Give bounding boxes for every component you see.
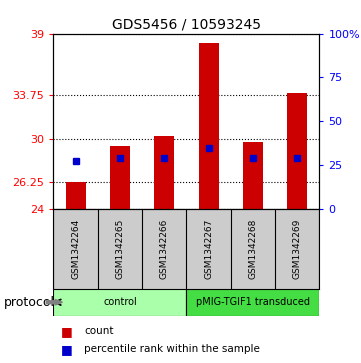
Bar xyxy=(287,93,307,209)
Bar xyxy=(66,182,86,209)
Text: protocol: protocol xyxy=(4,296,55,309)
Text: GSM1342269: GSM1342269 xyxy=(293,219,302,279)
Bar xyxy=(53,289,187,316)
Bar xyxy=(110,146,130,209)
Bar xyxy=(186,289,319,316)
Text: ■: ■ xyxy=(61,343,73,356)
Text: GSM1342267: GSM1342267 xyxy=(204,219,213,279)
Text: ■: ■ xyxy=(61,325,73,338)
Text: GSM1342264: GSM1342264 xyxy=(71,219,80,279)
Text: control: control xyxy=(103,297,137,307)
Text: percentile rank within the sample: percentile rank within the sample xyxy=(84,344,260,354)
Bar xyxy=(243,142,263,209)
Text: GSM1342265: GSM1342265 xyxy=(116,219,125,279)
Text: GSM1342268: GSM1342268 xyxy=(248,219,257,279)
Text: pMIG-TGIF1 transduced: pMIG-TGIF1 transduced xyxy=(196,297,310,307)
Title: GDS5456 / 10593245: GDS5456 / 10593245 xyxy=(112,17,261,31)
Text: count: count xyxy=(84,326,114,337)
Bar xyxy=(199,43,219,209)
Text: GSM1342266: GSM1342266 xyxy=(160,219,169,279)
Bar xyxy=(154,136,174,209)
